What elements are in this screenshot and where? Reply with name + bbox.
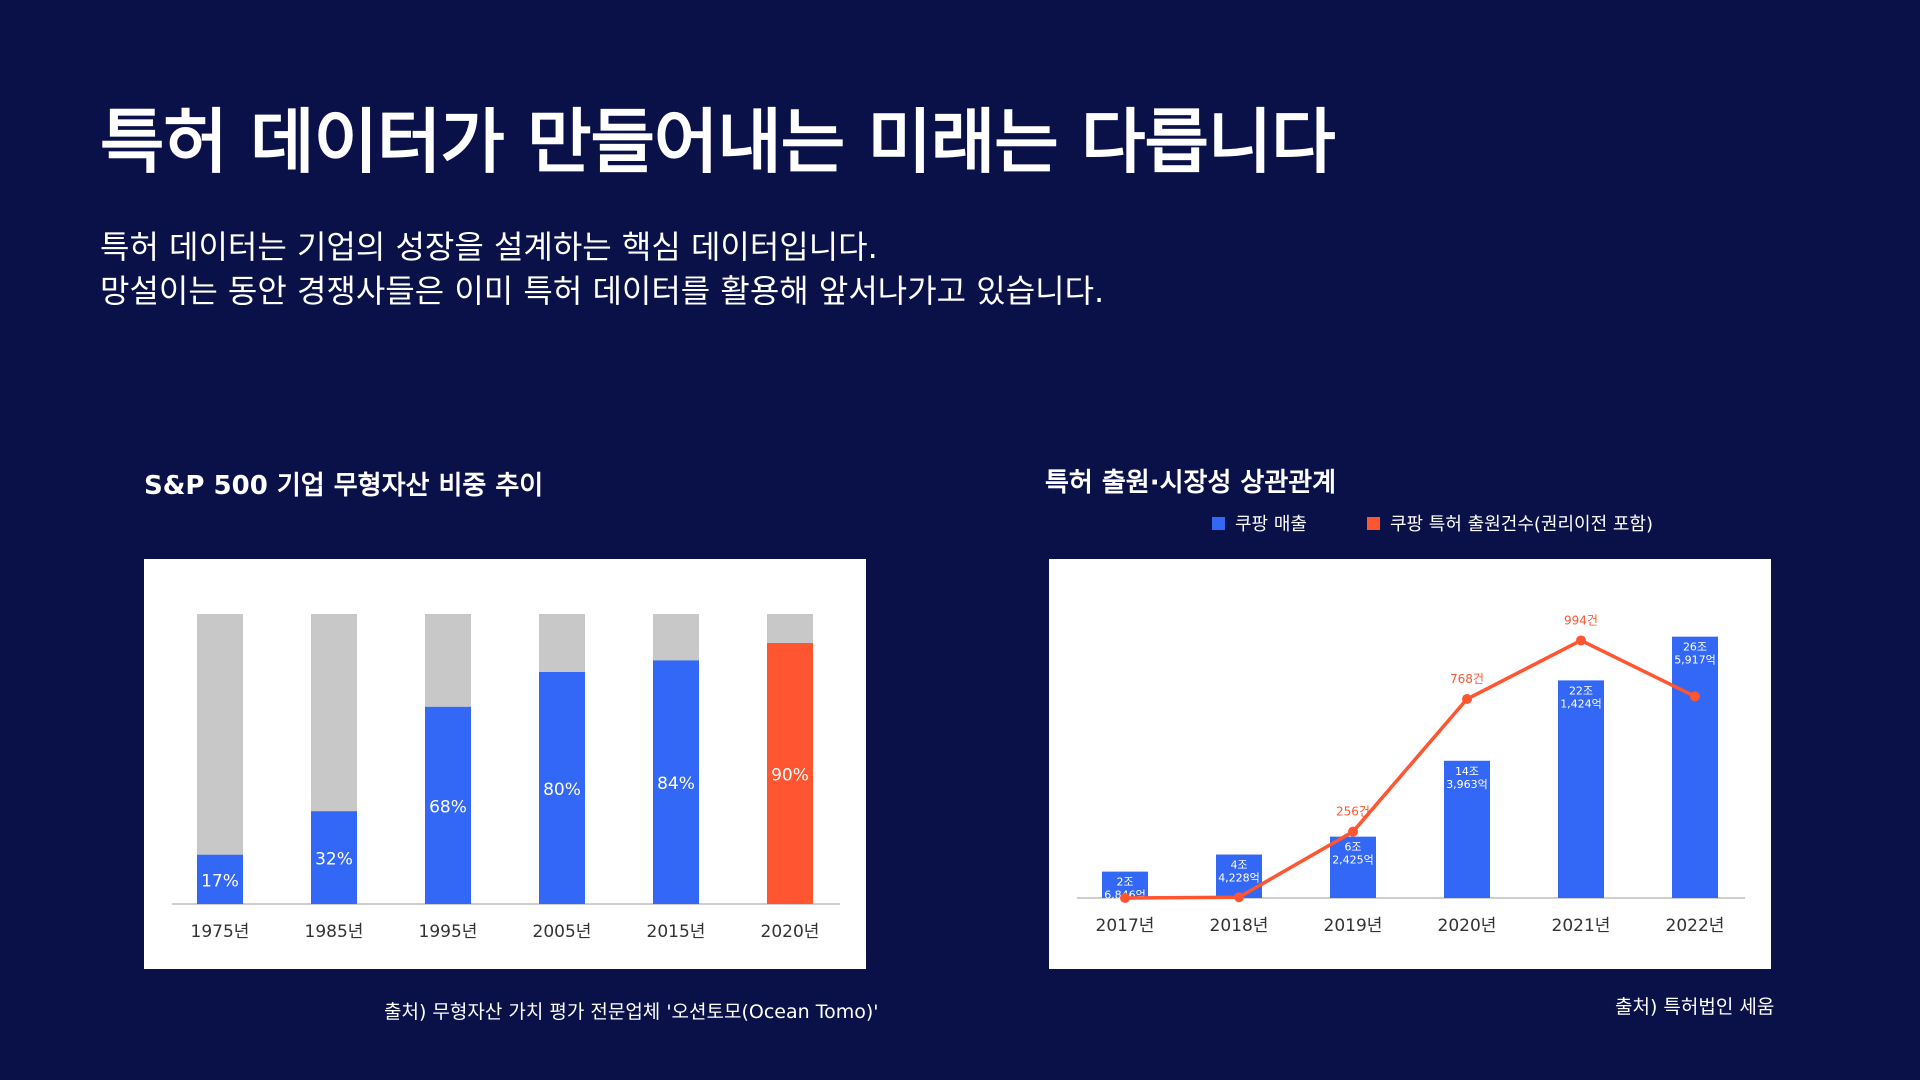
subtext-line-2: 망설이는 동안 경쟁사들은 이미 특허 데이터를 활용해 앞서나가고 있습니다. — [100, 272, 1105, 310]
right-bar — [1444, 760, 1490, 898]
left-chart-panel: 17% 1975년 32% 1985년 68% 1995년 80% 2005년 84% 2015년… — [144, 559, 866, 969]
right-bar-label-line2: 2,425억 — [1332, 854, 1374, 867]
left-bar-label: 17% — [201, 871, 239, 891]
right-bar-label-line1: 14조 — [1455, 765, 1479, 778]
legend-item-patents: 쿠팡 특허 출원건수(권리이전 포함) — [1366, 510, 1654, 536]
right-line-point — [1462, 694, 1472, 705]
left-bar — [197, 854, 243, 904]
right-line-point — [1690, 691, 1700, 702]
left-bar-label: 80% — [543, 780, 581, 800]
right-bar — [1672, 636, 1718, 898]
right-line-point-label: 256건 — [1336, 805, 1370, 819]
left-x-tick-label: 1985년 — [305, 922, 364, 942]
left-x-tick-label: 2005년 — [533, 922, 592, 942]
right-series-line — [1124, 638, 1696, 900]
left-bar-label: 32% — [315, 850, 353, 870]
page-headline: 특허 데이터가 만들어내는 미래는 다릅니다 — [100, 101, 1336, 183]
left-bar — [425, 706, 471, 904]
left-bar-remainder — [767, 614, 813, 643]
right-bar-label-line2: 3,963억 — [1446, 778, 1488, 791]
legend-item-revenue: 쿠팡 매출 — [1212, 510, 1307, 536]
right-chart-legend: 쿠팡 매출 쿠팡 특허 출원건수(권리이전 포함) — [1212, 510, 1653, 536]
right-line-point-label: 994건 — [1564, 613, 1598, 627]
legend-label-patents: 쿠팡 특허 출원건수(권리이전 포함) — [1389, 514, 1654, 535]
right-line-point — [1234, 892, 1244, 903]
left-bar — [539, 672, 585, 904]
right-x-tick-label: 2020년 — [1438, 916, 1497, 936]
right-bar-label-line1: 22조 — [1569, 684, 1593, 697]
right-bar-label-line1: 6조 — [1344, 841, 1361, 854]
right-x-tick-label: 2019년 — [1324, 916, 1383, 936]
left-bar-label: 90% — [771, 766, 809, 786]
right-chart-source: 출처) 특허법인 세움 — [1615, 996, 1775, 1018]
right-bar-label-line2: 1,424억 — [1560, 697, 1602, 710]
left-bar-remainder — [425, 614, 471, 707]
right-bar — [1558, 680, 1604, 898]
page-subtext: 특허 데이터는 기업의 성장을 설계하는 핵심 데이터입니다. 망설이는 동안 … — [100, 225, 1104, 313]
left-bar — [767, 643, 813, 904]
right-bar-label-line2: 4,228억 — [1218, 872, 1260, 885]
right-x-tick-label: 2022년 — [1666, 916, 1725, 936]
legend-swatch-orange — [1366, 516, 1380, 530]
left-bar — [653, 660, 699, 904]
left-x-tick-label: 2015년 — [647, 922, 706, 942]
legend-label-revenue: 쿠팡 매출 — [1235, 514, 1307, 535]
right-line-point — [1348, 826, 1358, 837]
right-line-point-label: 768건 — [1450, 672, 1484, 686]
left-bar-label: 68% — [429, 797, 467, 817]
right-x-tick-label: 2017년 — [1096, 916, 1155, 936]
left-x-tick-label: 1995년 — [419, 922, 478, 942]
left-chart-svg: 17% 1975년 32% 1985년 68% 1995년 80% 2005년 84% 2015년… — [172, 614, 840, 942]
right-line-point — [1576, 635, 1586, 646]
left-bar-remainder — [653, 614, 699, 661]
left-x-tick-label: 2020년 — [761, 922, 820, 942]
right-chart-svg: 2조6,846억2017년4조4,228억2018년6조2,425억2019년1… — [1077, 613, 1745, 936]
right-chart-panel: 2조6,846억2017년4조4,228억2018년6조2,425억2019년1… — [1049, 559, 1771, 969]
right-bar-label-line2: 5,917억 — [1674, 654, 1716, 667]
right-bar — [1330, 836, 1376, 898]
left-bar-remainder — [197, 614, 243, 855]
left-bar-remainder — [539, 614, 585, 672]
right-bar — [1216, 854, 1262, 898]
left-bar-label: 84% — [657, 774, 695, 794]
legend-swatch-blue — [1212, 516, 1225, 530]
right-x-tick-label: 2021년 — [1552, 916, 1611, 936]
left-bar — [311, 811, 357, 904]
subtext-line-1: 특허 데이터는 기업의 성장을 설계하는 핵심 데이터입니다. — [100, 228, 878, 266]
right-bar-label-line1: 2조 — [1116, 876, 1133, 889]
left-bar-remainder — [311, 614, 357, 812]
left-chart-source: 출처) 무형자산 가치 평가 전문업체 '오션토모(Ocean Tomo)' — [384, 1001, 879, 1023]
right-x-tick-label: 2018년 — [1210, 916, 1269, 936]
right-chart-title: 특허 출원·시장성 상관관계 — [1045, 468, 1337, 498]
right-bar-label-line1: 4조 — [1230, 859, 1247, 872]
left-chart-title: S&P 500 기업 무형자산 비중 추이 — [144, 471, 544, 501]
right-bar-label-line1: 26조 — [1683, 641, 1707, 654]
left-x-tick-label: 1975년 — [191, 922, 250, 942]
right-line-point — [1120, 893, 1130, 903]
